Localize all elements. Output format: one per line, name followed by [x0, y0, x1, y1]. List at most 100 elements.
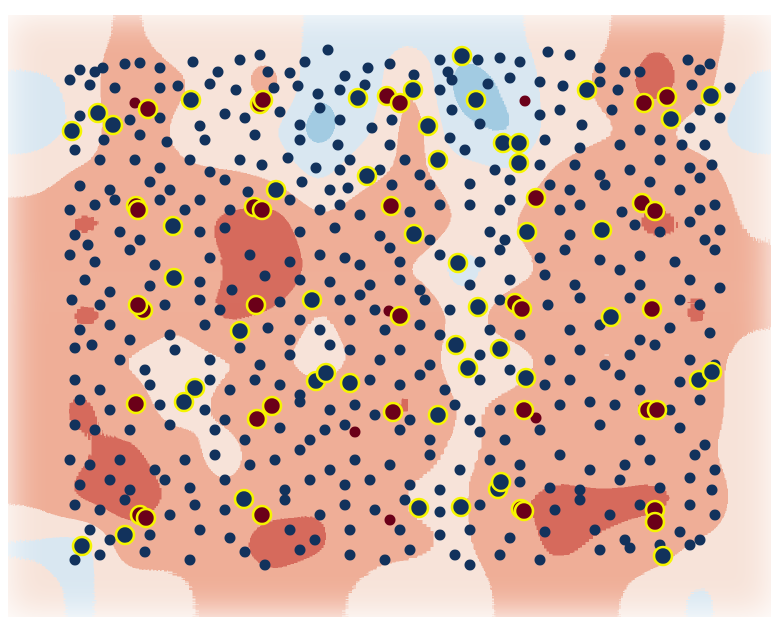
point: [134, 129, 146, 141]
field-cell: [8, 338, 57, 385]
field-cell: [723, 476, 771, 523]
point: [649, 339, 661, 351]
highlighted-point: [490, 471, 512, 493]
point: [584, 396, 596, 408]
point: [464, 524, 476, 536]
point: [684, 499, 696, 511]
field-cell: [56, 245, 105, 292]
highlighted-point: [656, 86, 678, 108]
point: [564, 184, 576, 196]
point: [519, 95, 531, 107]
point: [484, 226, 496, 238]
point: [209, 449, 221, 461]
point: [709, 464, 721, 476]
point: [619, 459, 631, 471]
point: [634, 66, 646, 78]
point: [139, 546, 151, 558]
point: [394, 256, 406, 268]
point: [314, 249, 326, 261]
field-cell: [485, 568, 534, 615]
point: [334, 294, 346, 306]
point: [324, 464, 336, 476]
point: [704, 327, 716, 339]
point: [494, 204, 506, 216]
point: [594, 254, 606, 266]
point: [299, 56, 311, 68]
point: [94, 384, 106, 396]
point: [164, 509, 176, 521]
field-cell: [199, 199, 248, 246]
field-cell: [8, 384, 57, 431]
point: [624, 542, 636, 554]
point: [474, 499, 486, 511]
point: [309, 534, 321, 546]
field-cell: [342, 15, 391, 62]
point: [404, 479, 416, 491]
point: [349, 426, 361, 438]
point: [304, 434, 316, 446]
field-cell: [247, 430, 296, 477]
point: [64, 454, 76, 466]
field-cell: [628, 153, 677, 200]
point: [594, 544, 606, 556]
point: [164, 329, 176, 341]
highlighted-point: [173, 391, 195, 413]
highlighted-point: [489, 338, 511, 360]
point: [74, 324, 86, 336]
point: [84, 459, 96, 471]
point: [614, 474, 626, 486]
field-cell: [199, 245, 248, 292]
point: [489, 164, 501, 176]
point: [384, 139, 396, 151]
point: [534, 159, 546, 171]
point: [554, 204, 566, 216]
point: [504, 274, 516, 286]
point: [379, 324, 391, 336]
point: [334, 164, 346, 176]
highlighted-point: [467, 296, 489, 318]
point: [554, 399, 566, 411]
point: [564, 324, 576, 336]
point: [434, 199, 446, 211]
field-cell: [723, 199, 771, 246]
point: [194, 524, 206, 536]
field-cell: [294, 568, 343, 615]
point: [219, 474, 231, 486]
point: [644, 454, 656, 466]
field-cell: [104, 15, 153, 62]
point: [119, 58, 131, 70]
point: [69, 229, 81, 241]
point: [557, 80, 569, 92]
highlighted-point: [252, 89, 274, 111]
point: [534, 76, 546, 88]
point: [686, 79, 698, 91]
point: [364, 279, 376, 291]
point: [284, 349, 296, 361]
point: [164, 184, 176, 196]
point: [284, 67, 296, 79]
point: [349, 399, 361, 411]
point: [69, 499, 81, 511]
point: [334, 199, 346, 211]
point: [614, 369, 626, 381]
point: [84, 79, 96, 91]
point: [424, 234, 436, 246]
point-series: [64, 44, 736, 571]
point: [694, 204, 706, 216]
field-cell: [342, 568, 391, 615]
highlighted-point: [162, 215, 184, 237]
point: [69, 374, 81, 386]
point: [574, 199, 586, 211]
point: [339, 70, 351, 82]
point: [709, 199, 721, 211]
point: [499, 434, 511, 446]
point: [444, 304, 456, 316]
point: [694, 104, 706, 116]
point: [268, 82, 280, 94]
point: [249, 374, 261, 386]
point: [434, 329, 446, 341]
point: [494, 244, 506, 256]
point: [589, 524, 601, 536]
